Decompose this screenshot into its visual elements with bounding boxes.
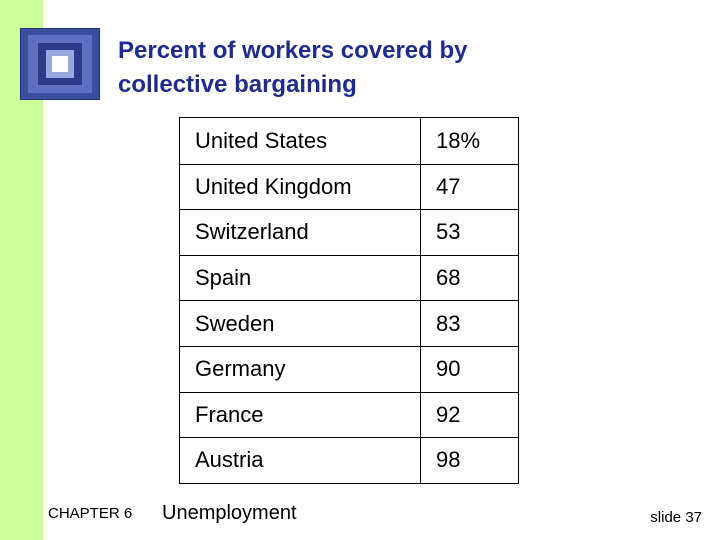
country-cell: Switzerland xyxy=(179,209,421,256)
value-cell: 47 xyxy=(420,163,519,211)
country-cell: France xyxy=(179,391,421,439)
table-row: United Kingdom 47 xyxy=(179,163,519,211)
coverage-table: United States 18% United Kingdom 47 Swit… xyxy=(179,117,519,484)
table-row: Austria 98 xyxy=(179,437,519,484)
table-row: United States 18% xyxy=(179,117,519,165)
value-cell: 92 xyxy=(420,391,519,439)
country-cell: Sweden xyxy=(179,300,421,347)
value-cell: 83 xyxy=(420,300,519,347)
value-cell: 90 xyxy=(420,345,519,393)
table-row: Sweden 83 xyxy=(179,300,519,347)
country-cell: United Kingdom xyxy=(179,163,421,211)
chapter-logo-icon xyxy=(20,28,100,100)
table-row: France 92 xyxy=(179,391,519,439)
slide-title-line-2: collective bargaining xyxy=(118,71,357,98)
country-cell: Germany xyxy=(179,345,421,393)
value-cell: 18% xyxy=(420,117,519,165)
footer-topic: Unemployment xyxy=(162,502,297,524)
slide-number: slide 37 xyxy=(650,509,702,526)
value-cell: 98 xyxy=(420,437,519,484)
table-row: Germany 90 xyxy=(179,345,519,393)
country-cell: United States xyxy=(179,117,421,165)
footer-chapter: CHAPTER 6 xyxy=(48,505,133,522)
country-cell: Austria xyxy=(179,437,421,484)
table-row: Switzerland 53 xyxy=(179,209,519,256)
value-cell: 53 xyxy=(420,209,519,256)
slide-title: Percent of workers covered by collective… xyxy=(118,34,638,102)
table-row: Spain 68 xyxy=(179,254,519,302)
country-cell: Spain xyxy=(179,254,421,302)
value-cell: 68 xyxy=(420,254,519,302)
slide-title-line-1: Percent of workers covered by xyxy=(118,37,468,64)
